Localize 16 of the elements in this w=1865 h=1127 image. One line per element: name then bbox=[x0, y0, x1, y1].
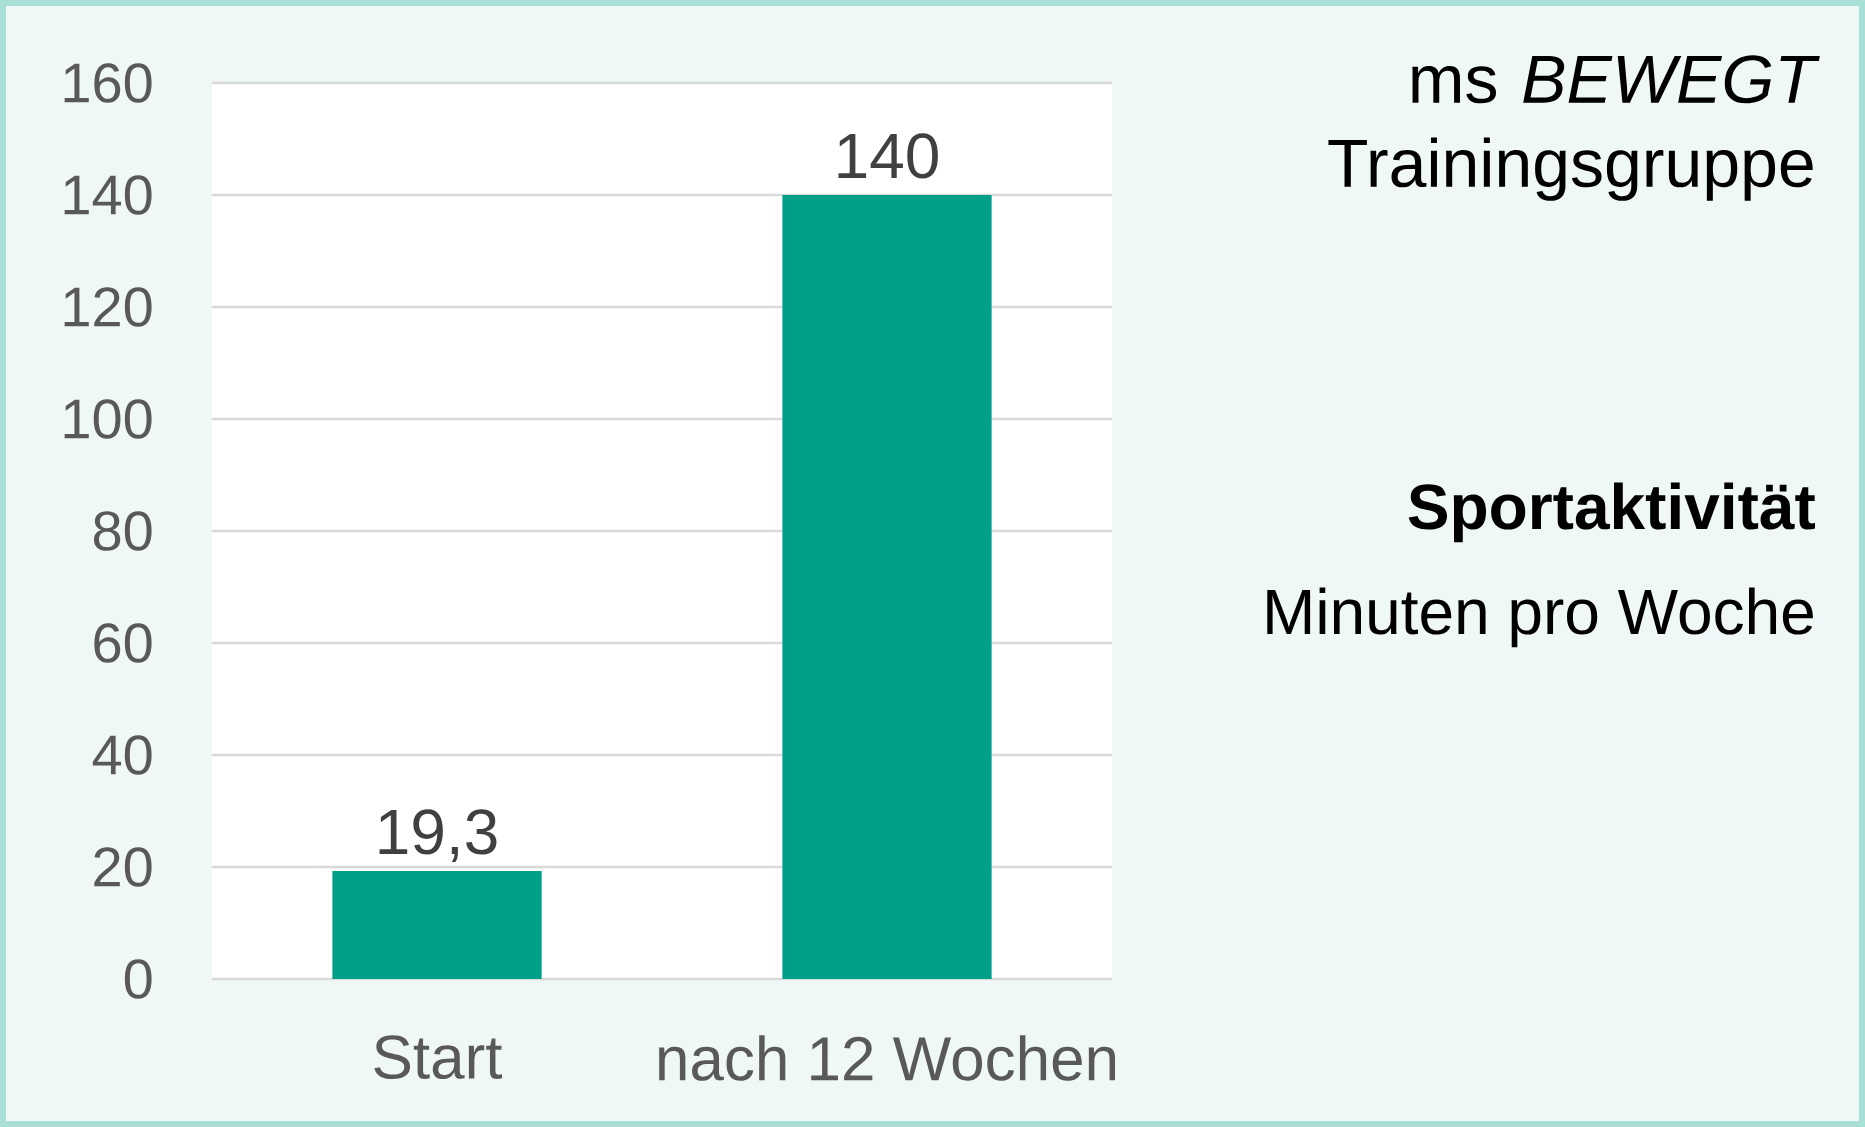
y-tick-label: 0 bbox=[124, 959, 152, 999]
y-tick-label: 20 bbox=[94, 847, 152, 887]
y-tick-label: 140 bbox=[64, 175, 152, 215]
y-tick-label: 120 bbox=[64, 287, 152, 327]
x-tick-label: nach 12 Wochen bbox=[659, 1035, 1116, 1081]
y-tick-label: 100 bbox=[64, 399, 152, 439]
y-tick-label: 80 bbox=[93, 511, 152, 551]
x-tick-label: Start bbox=[374, 1035, 503, 1080]
data-label: 19,3 bbox=[379, 809, 497, 863]
y-axis-title: Minuten pro Woche bbox=[1267, 587, 1813, 648]
y-tick-label: 160 bbox=[64, 63, 152, 103]
data-label: 140 bbox=[838, 133, 938, 179]
y-tick-label: 60 bbox=[94, 623, 152, 663]
text: Sportaktivität bbox=[1408, 482, 1816, 543]
y-tick-label: 40 bbox=[92, 735, 152, 775]
text: ms BEWEGT Trainingsgruppe bbox=[1328, 55, 1820, 201]
